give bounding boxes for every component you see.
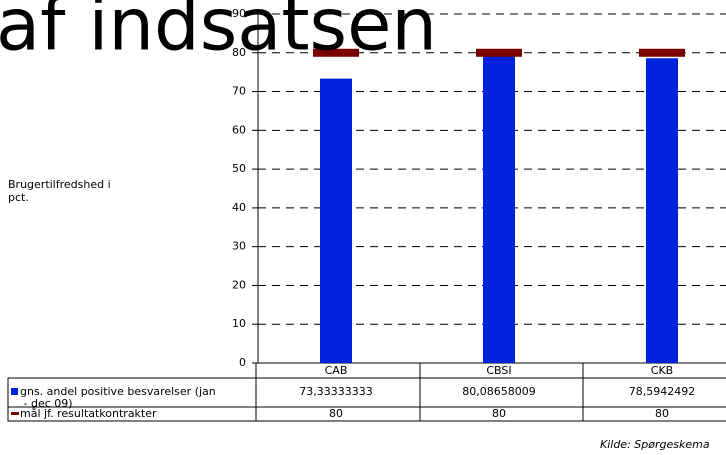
target-marker [476,48,522,57]
y-tick-label: 10 [232,317,246,330]
source: Kilde: Spørgeskema [600,438,710,451]
y-tick-label: 50 [232,162,246,175]
y-tick-label: 60 [232,123,246,136]
y-tick-label: 20 [232,278,246,291]
y-tick-label: 70 [232,85,246,98]
legend-key [11,412,19,415]
x-tick-label: CAB [325,364,348,377]
x-tick-label: CBSI [486,364,511,377]
target-marker [313,48,359,57]
table-value: 80 [655,407,669,420]
table-value: 78,5942492 [629,385,695,398]
table-value: 80 [329,407,343,420]
y-axis-label: Brugertilfredshed i pct. [8,178,111,204]
legend-key [11,388,18,395]
x-tick-label: CKB [651,364,673,377]
target-marker [639,48,685,57]
table-value: 80 [492,407,506,420]
y-tick-label: 30 [232,240,246,253]
legend-label: gns. andel positive besvarelser (jan - d… [20,385,216,410]
y-tick-label: 90 [232,7,246,20]
y-tick-label: 80 [232,46,246,59]
y-tick-label: 0 [239,356,246,369]
chart-title: af indsatsen [0,0,437,67]
y-tick-label: 40 [232,201,246,214]
bar [483,52,515,363]
bar [646,58,678,363]
table-value: 73,33333333 [299,385,372,398]
legend-label: mål jf. resultatkontrakter [20,407,157,420]
bar [320,78,352,363]
table-value: 80,08658009 [462,385,535,398]
